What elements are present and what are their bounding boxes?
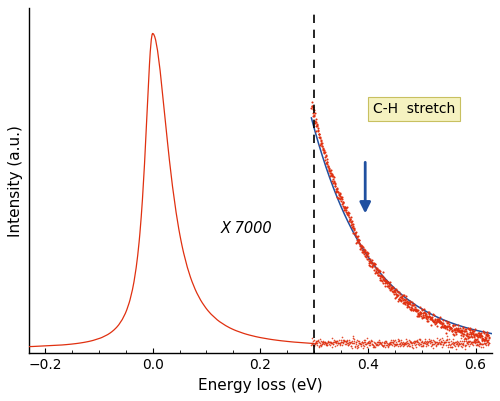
Text: C-H  stretch: C-H stretch [372,102,455,116]
X-axis label: Energy loss (eV): Energy loss (eV) [198,378,322,393]
Text: X 7000: X 7000 [221,221,272,236]
Y-axis label: Intensity (a.u.): Intensity (a.u.) [8,125,24,237]
